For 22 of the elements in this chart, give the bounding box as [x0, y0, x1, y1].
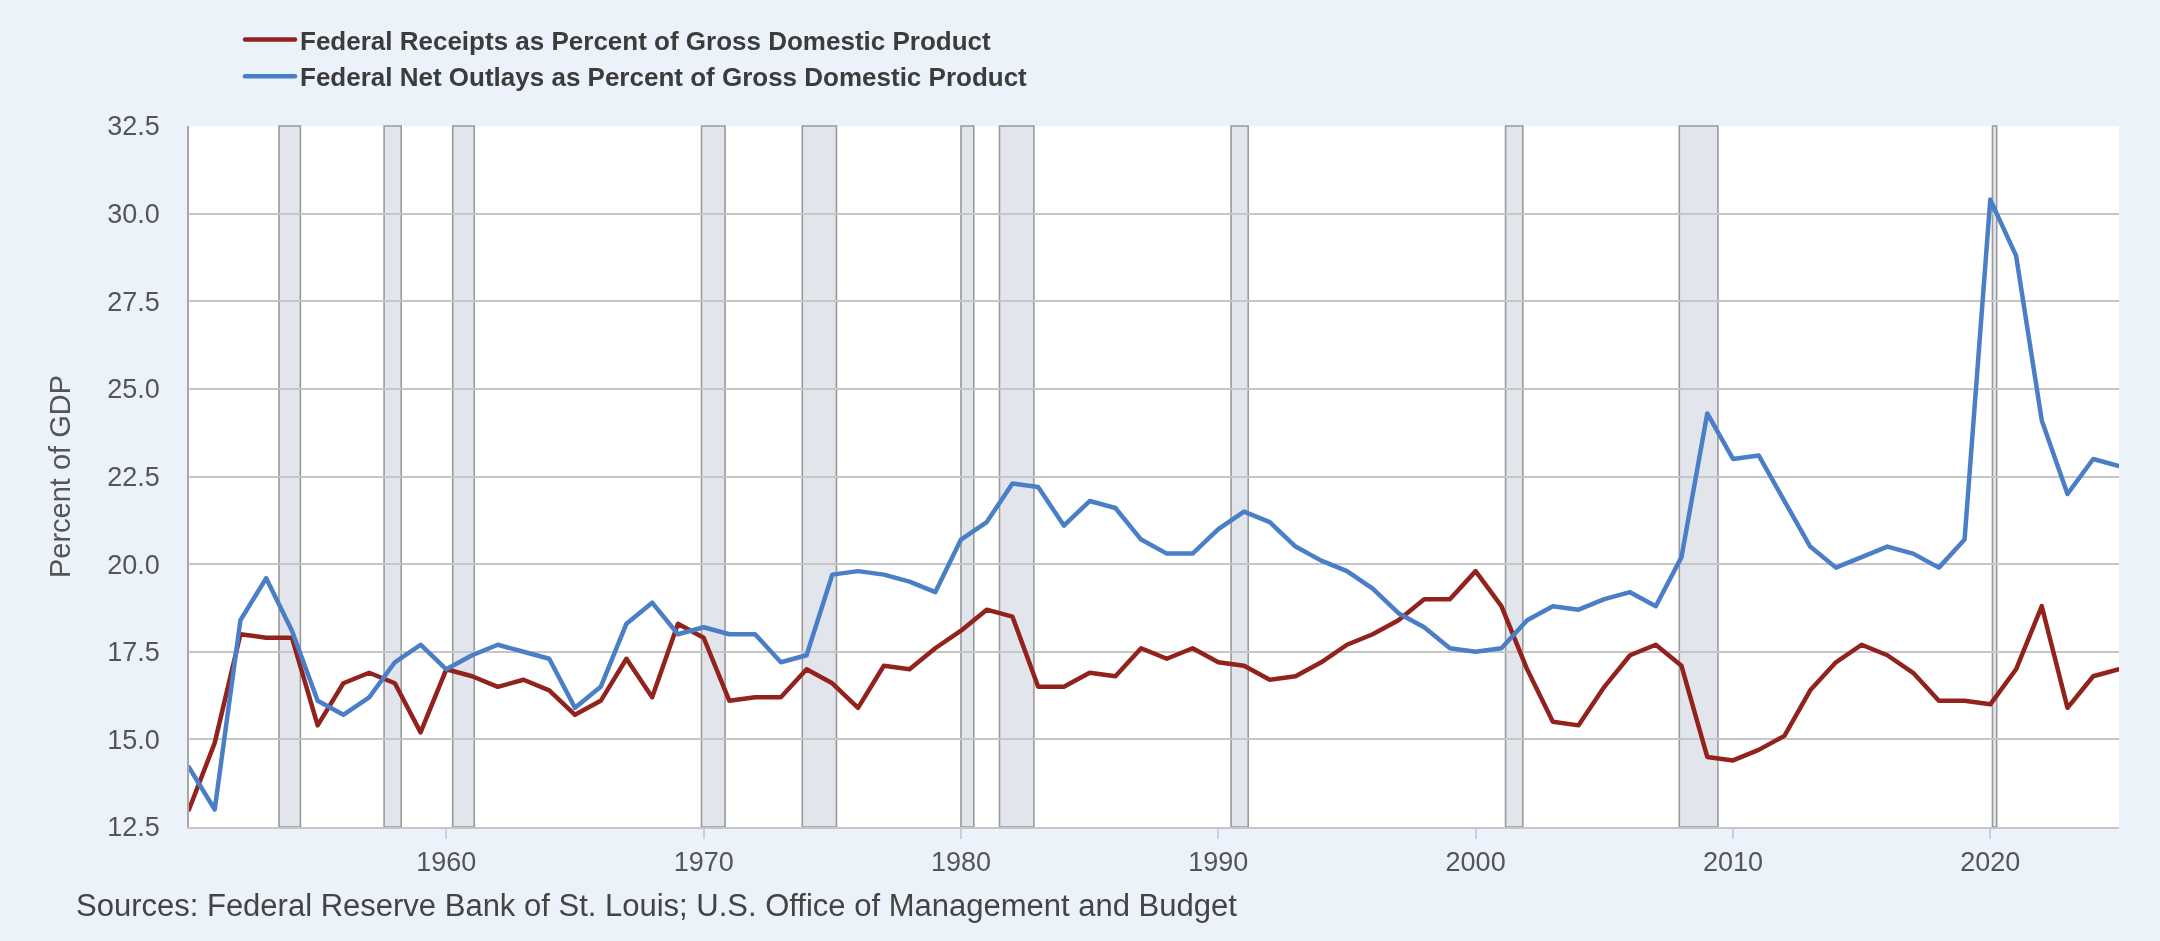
y-tick-label: 15.0 [107, 724, 160, 755]
x-tick-label: 1990 [1188, 847, 1249, 878]
y-tick-label: 22.5 [107, 461, 160, 492]
x-tick-label: 1980 [930, 847, 991, 878]
line-series [189, 197, 2119, 812]
x-tick-label: 1960 [416, 847, 477, 878]
y-tick-label: 27.5 [107, 286, 160, 317]
legend-label: Federal Net Outlays as Percent of Gross Domestic Product [300, 62, 1028, 93]
x-tick-label: 2000 [1445, 847, 1506, 878]
x-tick-label: 1970 [673, 847, 734, 878]
y-tick-label: 17.5 [107, 637, 160, 668]
y-tick-label: 32.5 [107, 111, 160, 142]
y-tick-label: 30.0 [107, 199, 160, 230]
y-tick-label: 20.0 [107, 549, 160, 580]
x-tick-label: 2010 [1702, 847, 1764, 878]
y-tick-label: 12.5 [107, 812, 160, 843]
x-tick-label: 2020 [1960, 847, 2021, 878]
y-axis-title: Percent of GDP [44, 374, 77, 579]
y-tick-label: 25.0 [107, 374, 160, 405]
legend-label: Federal Receipts as Percent of Gross Domestic Product [300, 25, 992, 56]
line-series [189, 568, 2119, 812]
source-note: Sources: Federal Reserve Bank of St. Louis; U.S. Office of Management and Budget [76, 888, 1238, 923]
